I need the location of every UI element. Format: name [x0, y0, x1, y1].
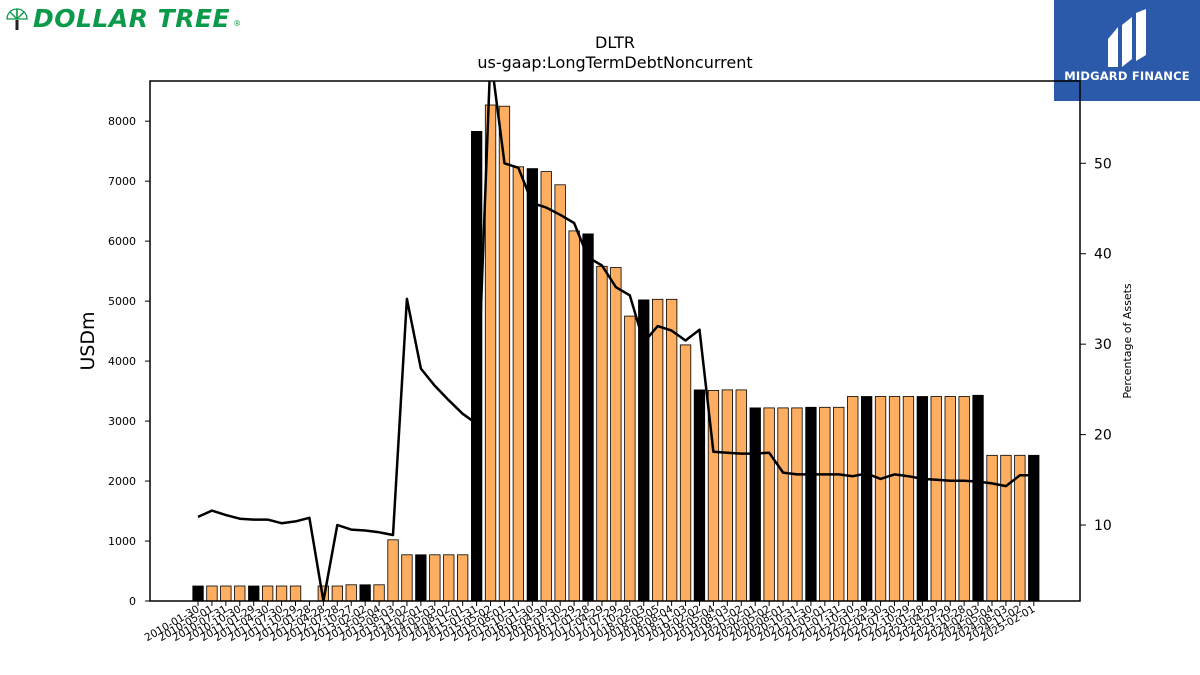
y-axis-ticks: 0 1000 2000 3000 4000 5000 6000 7000 8000	[108, 115, 150, 608]
bar-2020-05-02	[763, 407, 775, 602]
bar-2025-02-01	[1028, 454, 1040, 602]
chart-title: DLTR	[595, 33, 635, 52]
bar-2014-02-01	[415, 554, 427, 602]
bar-2017-04-29	[596, 265, 608, 602]
bar-2016-04-30	[540, 171, 552, 602]
bar-2013-02-02	[359, 584, 371, 602]
brand-registered-mark: ®	[233, 19, 242, 28]
bar-2022-01-29	[861, 396, 873, 602]
bar-2018-05-05	[652, 298, 664, 602]
bar-2013-05-04	[373, 584, 385, 602]
bar-series	[192, 104, 1040, 602]
bar-2018-11-03	[679, 344, 692, 602]
bar-2019-11-02	[735, 389, 747, 602]
bar-2014-05-03	[429, 554, 441, 602]
y-tick-label: 7000	[108, 175, 136, 188]
bar-2021-10-30	[847, 396, 859, 602]
x-axis-ticks: 2010-01-302010-05-012010-07-312010-10-30…	[143, 601, 1037, 644]
bar-2011-01-29	[248, 585, 260, 602]
bar-2010-01-30	[192, 585, 204, 602]
y2-tick-label: 50	[1094, 156, 1112, 172]
bar-2017-01-28	[582, 233, 594, 602]
plot-frame	[149, 80, 1081, 602]
bar-2014-08-02	[443, 554, 455, 602]
y-axis-label: USDm	[77, 311, 99, 370]
bar-2012-07-28	[331, 585, 344, 602]
bar-2020-08-01	[777, 407, 789, 602]
bar-2023-04-29	[930, 396, 942, 602]
y2-tick-label: 30	[1094, 337, 1112, 353]
y2-tick-label: 10	[1094, 518, 1112, 534]
bar-2015-10-31	[512, 166, 524, 602]
y-tick-label: 0	[129, 595, 136, 608]
bar-2024-02-03	[972, 394, 984, 602]
bar-2011-07-30	[275, 585, 288, 602]
bar-2018-02-03	[638, 299, 650, 602]
bar-2019-02-02	[693, 389, 706, 602]
bar-2010-05-01	[206, 585, 218, 602]
bar-2016-01-30	[526, 168, 538, 602]
bar-2023-07-29	[944, 396, 956, 602]
bar-2020-10-31	[791, 407, 803, 602]
bar-2010-07-31	[220, 585, 232, 602]
y-tick-label: 1000	[108, 535, 136, 548]
y2-tick-label: 40	[1094, 247, 1112, 263]
y-tick-label: 8000	[108, 115, 136, 128]
bar-2016-07-30	[554, 184, 566, 602]
bar-2010-10-30	[234, 585, 246, 602]
bar-2019-08-03	[721, 389, 733, 602]
y-tick-label: 4000	[108, 355, 136, 368]
y2-axis-ticks: 10 20 30 40 50	[1080, 156, 1112, 534]
percent-line-series	[197, 81, 1034, 601]
midgard-logo-icon	[1108, 9, 1146, 67]
bar-2013-11-02	[401, 554, 413, 602]
bar-2020-02-01	[749, 407, 761, 602]
y2-tick-label: 20	[1094, 428, 1112, 444]
bar-2012-10-27	[345, 584, 357, 602]
bar-2023-01-28	[916, 396, 928, 602]
bar-2015-08-01	[498, 105, 511, 602]
y-tick-label: 2000	[108, 475, 136, 488]
y-tick-label: 3000	[108, 415, 136, 428]
y-tick-label: 5000	[108, 295, 136, 308]
bar-2011-04-30	[261, 585, 274, 602]
y2-axis-label: Percentage of Assets	[1121, 283, 1134, 399]
chart-subtitle: us-gaap:LongTermDebtNoncurrent	[477, 53, 752, 72]
bar-2017-10-28	[624, 315, 636, 602]
bar-2013-08-03	[387, 539, 399, 602]
bar-2011-10-29	[289, 585, 302, 602]
bar-2016-10-29	[568, 230, 580, 602]
bar-2018-08-04	[666, 298, 678, 602]
bar-2021-07-31	[833, 406, 845, 602]
bar-2024-05-04	[986, 454, 998, 602]
brand-logo: DOLLAR TREE ®	[4, 2, 241, 36]
bar-2022-04-30	[874, 396, 887, 602]
bar-2015-01-31	[470, 130, 483, 602]
bar-2017-07-29	[610, 267, 622, 602]
bar-2022-07-30	[888, 396, 901, 602]
percent-line	[197, 81, 1034, 601]
bar-2021-05-01	[819, 406, 831, 602]
bar-2023-10-28	[958, 396, 970, 602]
brand-name: DOLLAR TREE	[33, 4, 231, 33]
midgard-finance-name: MIDGARD FINANCE	[1064, 69, 1190, 83]
bar-2024-08-03	[1000, 454, 1012, 602]
tree-icon	[6, 8, 28, 30]
bar-2021-01-30	[805, 406, 817, 602]
y-tick-label: 6000	[108, 235, 136, 248]
bar-2022-10-29	[902, 396, 915, 602]
midgard-finance-badge: MIDGARD FINANCE	[1054, 0, 1200, 101]
bar-2014-11-01	[456, 554, 469, 602]
